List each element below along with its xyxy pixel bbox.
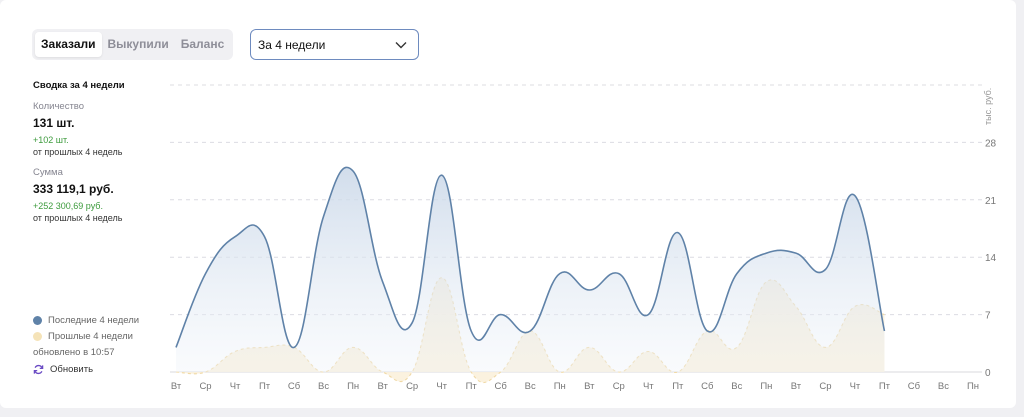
x-tick-label: Сб xyxy=(701,381,714,392)
tab-ordered[interactable]: Заказали xyxy=(35,32,102,57)
amount-value: 333 119,1 руб. xyxy=(33,182,114,196)
x-tick-label: Сб xyxy=(288,381,301,392)
y-tick-label: 14 xyxy=(985,253,997,264)
y-tick-label: 0 xyxy=(985,368,991,379)
x-tick-label: Ср xyxy=(819,381,831,392)
x-tick-label: Пт xyxy=(259,381,271,392)
y-axis-label: тыс. руб. xyxy=(983,88,993,125)
x-tick-label: Вс xyxy=(731,381,742,392)
legend-item-current: Последние 4 недели xyxy=(33,315,139,326)
x-tick-label: Вс xyxy=(318,381,329,392)
chart-legend: Последние 4 недели Прошлые 4 недели обно… xyxy=(33,315,139,358)
x-tick-label: Ср xyxy=(406,381,418,392)
series-area-current xyxy=(176,167,885,372)
x-tick-label: Ср xyxy=(199,381,211,392)
amount-delta-note: от прошлых 4 недель xyxy=(33,213,123,223)
refresh-button[interactable]: Обновить xyxy=(33,364,93,375)
period-select[interactable]: За 4 недели xyxy=(250,29,419,60)
x-tick-label: Пт xyxy=(879,381,891,392)
x-tick-label: Пн xyxy=(967,381,979,392)
summary-panel: Сводка за 4 недели Количество 131 шт. +1… xyxy=(33,80,158,223)
legend-dot-current xyxy=(33,316,42,325)
updated-time: обновлено в 10:57 xyxy=(33,347,115,358)
x-tick-label: Вт xyxy=(171,381,182,392)
chevron-down-icon xyxy=(395,41,407,48)
metric-tabs: Заказали Выкупили Баланс xyxy=(32,29,234,60)
x-tick-label: Вт xyxy=(377,381,388,392)
amount-delta: +252 300,69 руб. xyxy=(33,201,103,211)
x-tick-label: Пн xyxy=(554,381,566,392)
y-tick-label: 7 xyxy=(985,311,991,322)
series-line-previous xyxy=(175,277,885,383)
x-tick-label: Пн xyxy=(760,381,772,392)
x-tick-label: Сб xyxy=(908,381,921,392)
legend-item-previous: Прошлые 4 недели xyxy=(33,331,139,342)
x-tick-label: Ср xyxy=(613,381,625,392)
x-tick-label: Сб xyxy=(495,381,508,392)
refresh-icon xyxy=(33,364,44,375)
x-tick-label: Вт xyxy=(791,381,802,392)
amount-label: Сумма xyxy=(33,167,63,178)
x-tick-label: Вс xyxy=(525,381,536,392)
quantity-value: 131 шт. xyxy=(33,116,75,130)
quantity-delta: +102 шт. xyxy=(33,135,69,145)
tab-bought-out[interactable]: Выкупили xyxy=(107,37,169,51)
x-tick-label: Вт xyxy=(584,381,595,392)
legend-label-previous: Прошлые 4 недели xyxy=(48,331,133,342)
x-tick-label: Чт xyxy=(643,381,654,392)
summary-title: Сводка за 4 недели xyxy=(33,80,125,91)
x-tick-label: Чт xyxy=(850,381,861,392)
series-line-current xyxy=(175,166,886,349)
y-tick-label: 21 xyxy=(985,196,997,207)
x-tick-label: Пт xyxy=(466,381,478,392)
x-tick-label: Чт xyxy=(436,381,447,392)
quantity-label: Количество xyxy=(33,101,85,112)
y-tick-label: 28 xyxy=(985,138,997,149)
x-tick-label: Чт xyxy=(230,381,241,392)
period-select-value: За 4 недели xyxy=(258,37,326,52)
quantity-delta-note: от прошлых 4 недель xyxy=(33,147,123,157)
series-area-previous xyxy=(176,277,885,383)
tab-balance[interactable]: Баланс xyxy=(180,37,225,51)
refresh-label: Обновить xyxy=(50,364,94,375)
x-tick-label: Пн xyxy=(347,381,359,392)
legend-label-current: Последние 4 недели xyxy=(48,315,140,326)
legend-dot-previous xyxy=(33,332,42,341)
x-tick-label: Пт xyxy=(672,381,684,392)
x-tick-label: Вс xyxy=(938,381,949,392)
sales-card: Заказали Выкупили Баланс За 4 недели Сво… xyxy=(0,0,1016,408)
